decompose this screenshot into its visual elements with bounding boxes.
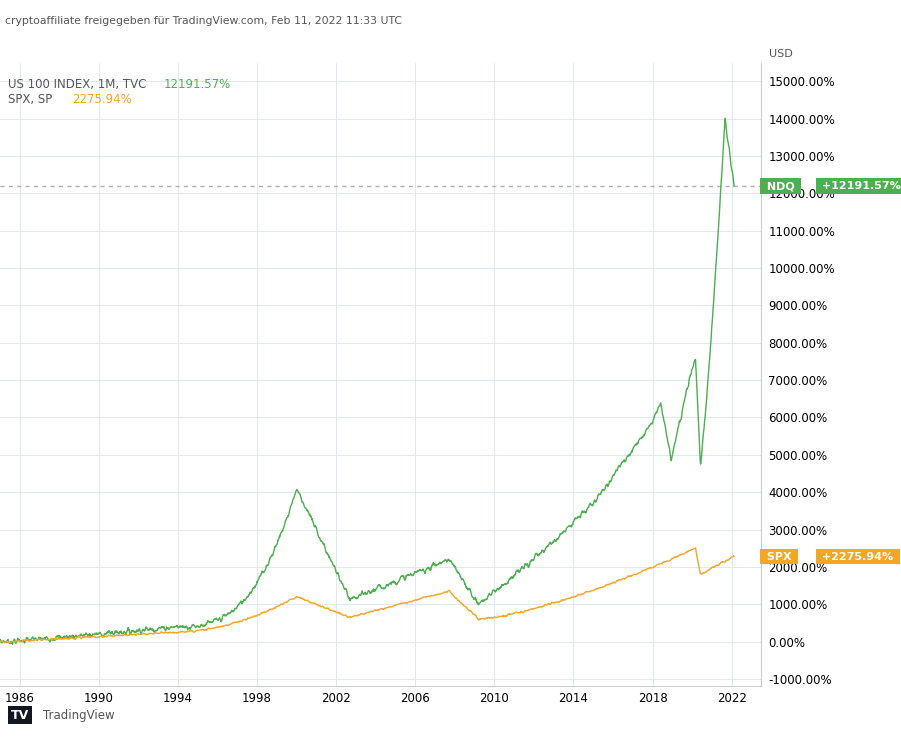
Text: 12191.57%: 12191.57% [164,78,231,92]
Text: USD: USD [769,49,792,60]
Text: cryptoaffiliate freigegeben für TradingView.com, Feb 11, 2022 11:33 UTC: cryptoaffiliate freigegeben für TradingV… [5,16,402,27]
Text: NDQ: NDQ [763,182,798,191]
Text: +12191.57%: +12191.57% [818,182,901,191]
Text: TradingView: TradingView [43,708,114,722]
Text: 2275.94%: 2275.94% [72,93,132,106]
Text: +2275.94%: +2275.94% [818,551,897,562]
Text: TV: TV [11,708,29,722]
Text: US 100 INDEX, 1M, TVC: US 100 INDEX, 1M, TVC [7,78,153,92]
Text: SPX, SP: SPX, SP [7,93,59,106]
Text: SPX: SPX [763,551,796,562]
